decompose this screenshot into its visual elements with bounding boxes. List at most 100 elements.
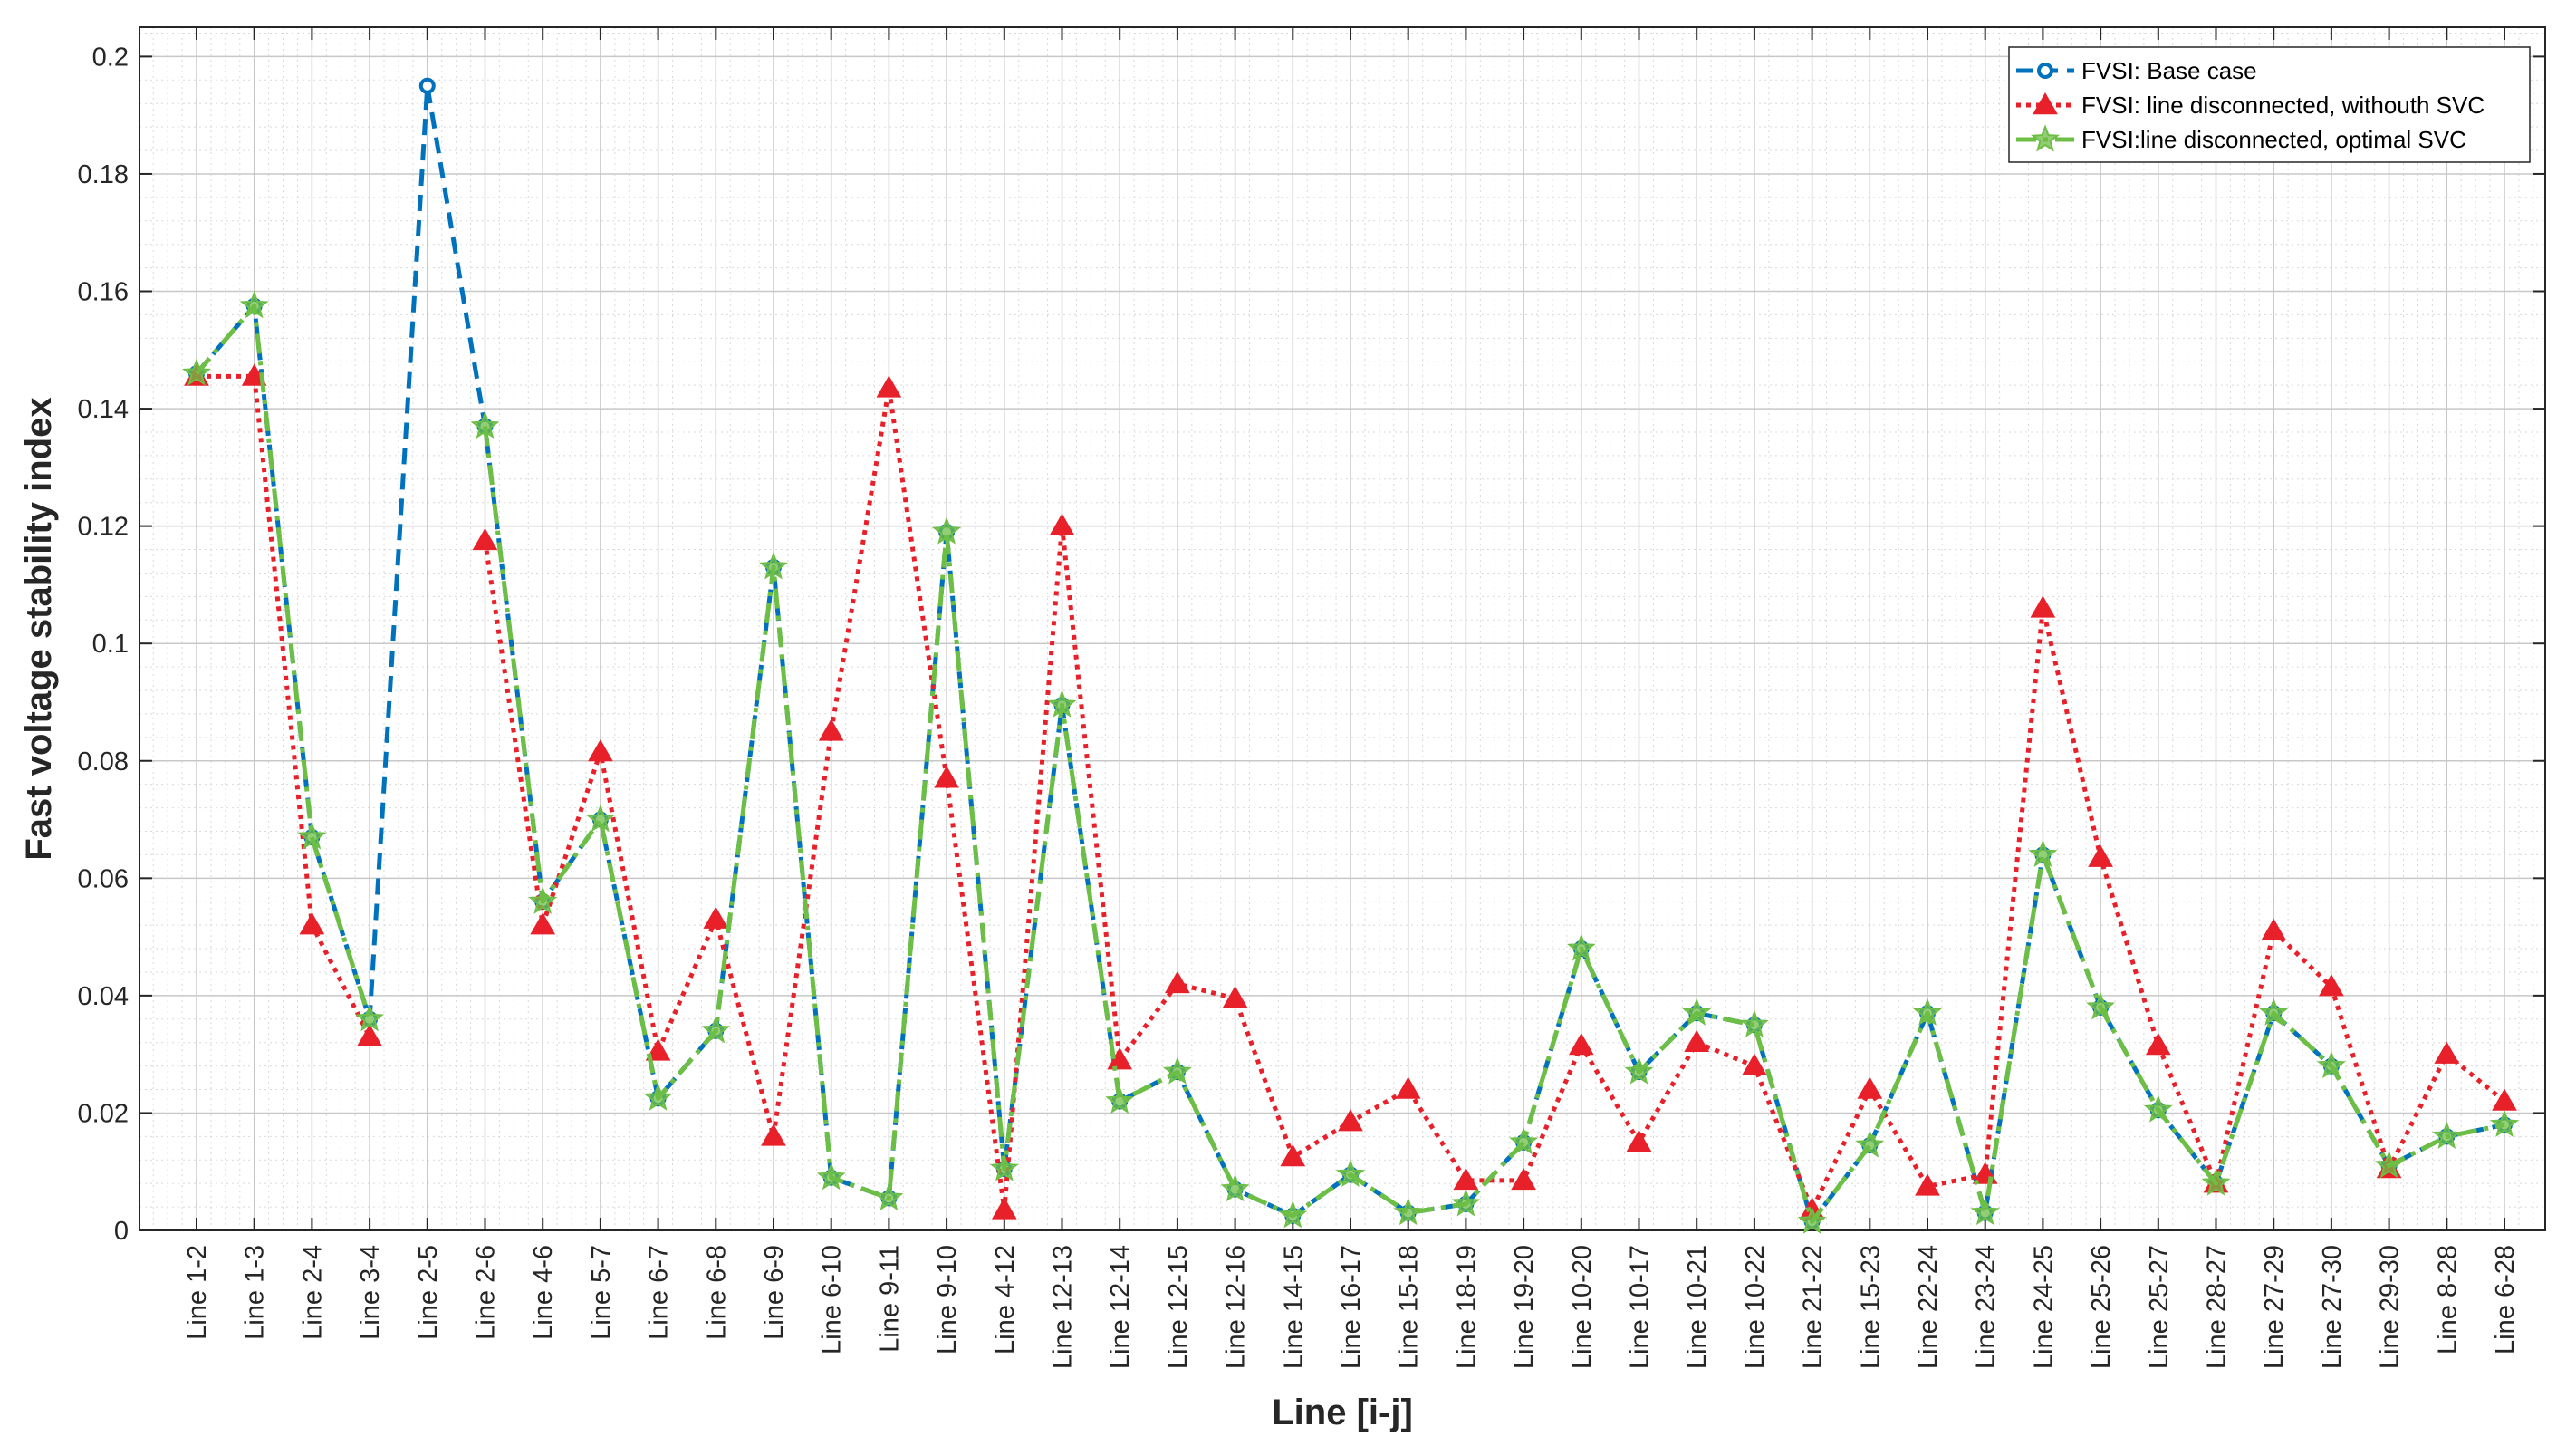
data-point: [989, 1153, 1019, 1181]
x-tick-label: Line 15-18: [1395, 1245, 1424, 1369]
x-tick-label: Line 12-13: [1049, 1245, 1078, 1369]
y-tick-label: 0.06: [78, 864, 129, 893]
x-tick-label: Line 9-11: [875, 1245, 904, 1353]
data-point: [759, 552, 788, 580]
y-tick-label: 0.1: [92, 630, 129, 659]
x-tick-label: Line 27-29: [2260, 1245, 2289, 1369]
data-point: [1566, 933, 1596, 961]
data-point: [1797, 1206, 1827, 1234]
x-tick-label: Line 4-12: [991, 1245, 1020, 1355]
legend-label: FVSI:line disconnected, optimal SVC: [2081, 126, 2466, 153]
y-tick-label: 0.02: [78, 1099, 129, 1128]
x-tick-label: Line 25-27: [2145, 1245, 2174, 1369]
data-point: [1682, 998, 1712, 1026]
data-point: [472, 527, 498, 551]
series-3: [182, 290, 2519, 1234]
x-tick-label: Line 6-28: [2491, 1245, 2520, 1355]
data-point: [588, 739, 613, 762]
grid-layer: [139, 27, 2545, 1231]
x-tick-label: Line 29-30: [2376, 1245, 2405, 1369]
data-point: [703, 906, 729, 929]
data-point: [297, 822, 327, 850]
legend: FVSI: Base case FVSI: line disconnected, …: [2008, 46, 2531, 163]
legend-marker: [2031, 124, 2060, 152]
x-tick-label: Line 21-22: [1799, 1245, 1828, 1369]
y-tick-label: 0.14: [78, 395, 129, 424]
data-point: [357, 1024, 382, 1046]
legend-entry: FVSI: line disconnected, withouth SVC: [2016, 92, 2485, 119]
data-point: [1280, 1144, 1306, 1167]
data-point: [816, 1162, 846, 1191]
x-tick-label: Line 27-30: [2318, 1245, 2347, 1369]
x-tick-label: Line 14-15: [1279, 1245, 1308, 1369]
axes-layer: 0 0.02 0.04 0.06 0.08 0.1 0.12 0.14 0.16 0.18 0.2 L…: [78, 26, 2546, 1369]
data-point: [874, 1182, 904, 1210]
data-point: [1162, 1056, 1192, 1085]
data-point: [585, 804, 615, 833]
data-point: [1970, 1197, 2000, 1226]
data-point: [1451, 1188, 1481, 1217]
data-point: [1915, 1173, 1940, 1196]
x-tick-label: Line 16-17: [1337, 1245, 1366, 1369]
legend-entry: FVSI:line disconnected, optimal SVC: [2016, 124, 2466, 153]
data-point: [2259, 998, 2289, 1026]
y-tick-label: 0: [114, 1217, 129, 1246]
y-tick-label: 0.04: [78, 982, 129, 1011]
data-point: [1742, 1053, 1767, 1075]
legend-marker: [2033, 92, 2058, 115]
data-point: [1855, 1130, 1885, 1158]
x-tick-label: Line 19-20: [1510, 1245, 1539, 1369]
data-point: [528, 886, 558, 914]
x-tick-label: Line 28-27: [2203, 1245, 2232, 1369]
x-tick-label: Line 10-17: [1626, 1245, 1655, 1369]
x-tick-label: Line 6-10: [818, 1245, 847, 1355]
data-point: [470, 410, 500, 439]
data-point: [876, 375, 902, 398]
data-point: [2490, 1109, 2519, 1137]
data-point: [1278, 1200, 1308, 1229]
legend-label: FVSI: line disconnected, withouth SVC: [2081, 92, 2485, 119]
data-point: [932, 516, 962, 545]
data-point: [1511, 1167, 1536, 1191]
legend-entry: FVSI: Base case: [2016, 57, 2257, 84]
x-tick-label: Line 10-21: [1683, 1245, 1712, 1369]
y-tick-label: 0.12: [78, 513, 129, 542]
x-tick-label: Line 25-26: [2087, 1245, 2116, 1369]
x-tick-label: Line 24-25: [2029, 1245, 2058, 1369]
series-layer: [182, 77, 2519, 1234]
x-tick-label: Line 6-9: [760, 1245, 789, 1340]
legend-marker: [2037, 63, 2053, 79]
x-tick-label: Line 2-5: [414, 1245, 443, 1340]
data-point: [2028, 839, 2058, 867]
data-point: [418, 77, 436, 94]
data-point: [1393, 1197, 1423, 1226]
x-tick-label: Line 5-7: [587, 1245, 616, 1340]
x-tick-label: Line 15-23: [1856, 1245, 1885, 1369]
data-point: [2261, 918, 2287, 940]
x-tick-label: Line 12-16: [1222, 1245, 1251, 1369]
data-point: [1624, 1056, 1654, 1085]
y-tick-label: 0.2: [92, 43, 129, 72]
data-point: [2143, 1094, 2173, 1123]
y-tick-label: 0.16: [78, 278, 129, 307]
data-point: [2434, 1041, 2460, 1064]
data-point: [1105, 1085, 1135, 1114]
series-line: [197, 373, 2506, 1212]
data-point: [1857, 1076, 1883, 1099]
data-point: [1047, 689, 1077, 718]
data-point: [701, 1015, 731, 1044]
data-point: [2374, 1150, 2404, 1179]
data-point: [2030, 595, 2056, 618]
data-point: [1338, 1109, 1363, 1132]
data-point: [2201, 1168, 2231, 1196]
x-tick-label: Line 12-15: [1164, 1245, 1193, 1369]
data-point: [991, 1197, 1017, 1220]
data-point: [2316, 1050, 2346, 1079]
data-point: [1220, 1173, 1250, 1202]
data-point: [530, 912, 556, 935]
data-point: [1395, 1076, 1421, 1099]
x-tick-label: Line 23-24: [1972, 1245, 2001, 1369]
x-tick-label: Line 2-6: [472, 1245, 501, 1340]
